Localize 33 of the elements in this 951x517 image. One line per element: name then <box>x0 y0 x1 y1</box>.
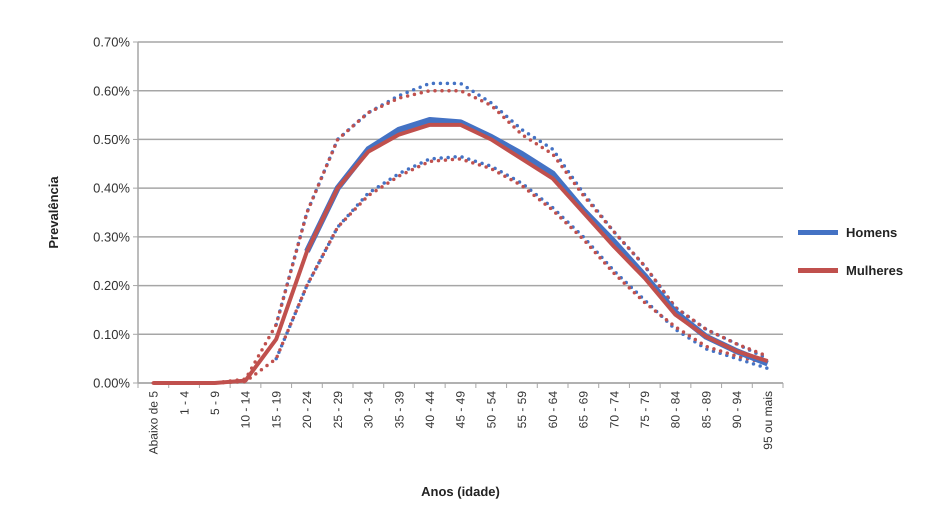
x-tick-label: 70 - 74 <box>607 390 622 428</box>
y-tick-label: 0.50% <box>93 132 130 147</box>
x-tick-label: 10 - 14 <box>238 390 253 428</box>
x-tick-label: 65 - 69 <box>576 390 591 428</box>
y-tick-label: 0.60% <box>93 83 130 98</box>
x-tick-label: Abaixo de 5 <box>146 390 161 454</box>
x-tick-label: 40 - 44 <box>422 390 437 428</box>
x-tick-label: 55 - 59 <box>515 390 530 428</box>
x-tick-label: 50 - 54 <box>484 390 498 428</box>
y-tick-label: 0.00% <box>93 376 130 391</box>
x-tick-label: 80 - 84 <box>668 390 683 428</box>
y-tick-label: 0.20% <box>93 278 130 294</box>
x-tick-label: 30 - 34 <box>362 390 376 428</box>
y-tick-label: 0.30% <box>93 229 130 244</box>
x-tick-label: 1 - 4 <box>177 390 192 416</box>
y-axis-title: Prevalência <box>46 176 61 249</box>
y-tick-label: 0.10% <box>93 326 130 342</box>
legend-label: Mulheres <box>846 263 904 278</box>
x-tick-label: 25 - 29 <box>330 390 345 428</box>
x-tick-label: 75 - 79 <box>638 390 652 428</box>
x-tick-label: 95 ou mais <box>760 391 775 450</box>
x-tick-label: 20 - 24 <box>300 390 314 428</box>
y-tick-label: 0.70% <box>93 34 130 50</box>
x-tick-label: 45 - 49 <box>454 390 468 428</box>
x-tick-label: 90 - 94 <box>730 390 744 428</box>
x-tick-label: 35 - 39 <box>392 390 406 428</box>
legend-label: Homens <box>846 225 898 240</box>
x-tick-label: 60 - 64 <box>546 390 560 428</box>
y-tick-label: 0.40% <box>93 180 130 196</box>
x-tick-label: 85 - 89 <box>699 390 714 428</box>
x-tick-label: 15 - 19 <box>269 390 284 428</box>
x-tick-label: 5 - 9 <box>208 390 222 416</box>
x-axis-title: Anos (idade) <box>421 484 500 499</box>
